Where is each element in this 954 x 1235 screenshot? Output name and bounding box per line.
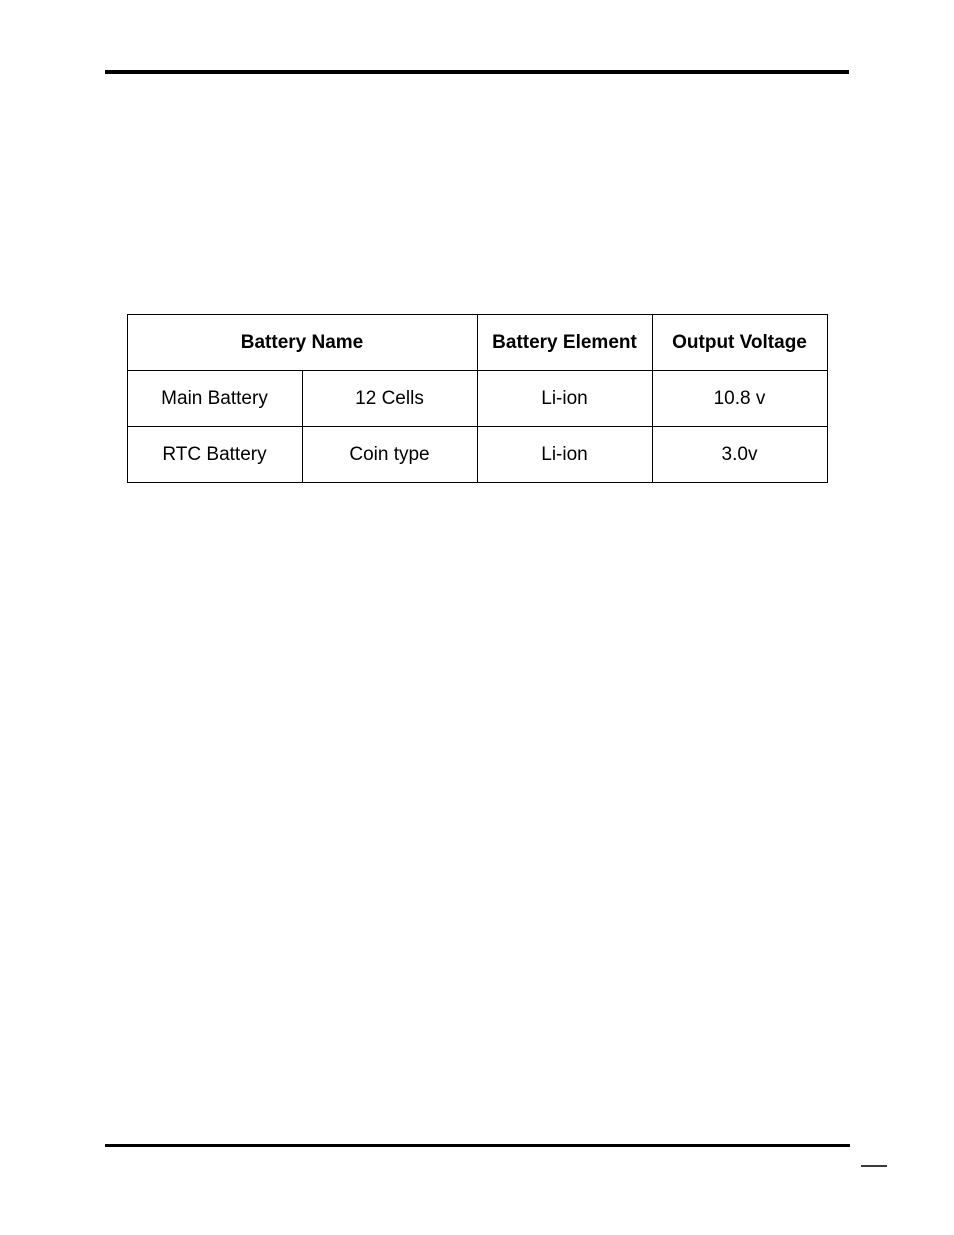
document-page: Battery Name Battery Element Output Volt… [0, 0, 954, 1235]
top-divider [105, 70, 849, 74]
table-row: Main Battery 12 Cells Li-ion 10.8 v [127, 371, 827, 427]
table-header-row: Battery Name Battery Element Output Volt… [127, 315, 827, 371]
table-row: RTC Battery Coin type Li-ion 3.0v [127, 427, 827, 483]
col-output-voltage: Output Voltage [652, 315, 827, 371]
cell-voltage: 10.8 v [652, 371, 827, 427]
cell-element: Li-ion [477, 427, 652, 483]
page-number-dash-icon [861, 1165, 887, 1167]
cell-element: Li-ion [477, 371, 652, 427]
cell-cells: 12 Cells [302, 371, 477, 427]
col-battery-element: Battery Element [477, 315, 652, 371]
table-header: Battery Name Battery Element Output Volt… [127, 315, 827, 371]
cell-name: Main Battery [127, 371, 302, 427]
bottom-divider [105, 1144, 850, 1147]
col-battery-name: Battery Name [127, 315, 477, 371]
cell-name: RTC Battery [127, 427, 302, 483]
table-body: Main Battery 12 Cells Li-ion 10.8 v RTC … [127, 371, 827, 483]
cell-voltage: 3.0v [652, 427, 827, 483]
battery-table: Battery Name Battery Element Output Volt… [127, 314, 828, 483]
cell-cells: Coin type [302, 427, 477, 483]
